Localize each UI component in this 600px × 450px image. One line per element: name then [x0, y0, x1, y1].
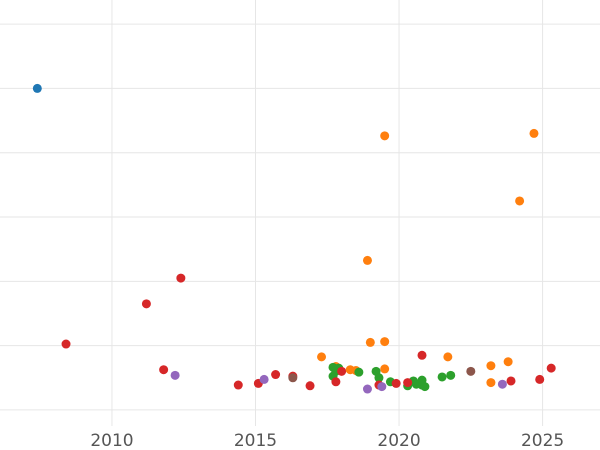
data-point-s3-1 — [141, 299, 151, 309]
data-point-s3-10 — [337, 366, 347, 376]
data-points — [32, 83, 556, 394]
data-point-s4-0 — [170, 370, 180, 380]
data-point-s3-8 — [305, 381, 315, 391]
data-point-s3-9 — [331, 377, 341, 387]
x-tick-label-2010: 2010 — [90, 431, 133, 450]
data-point-s4-4 — [497, 379, 507, 389]
data-point-s1-9 — [443, 352, 453, 362]
data-point-s4-1 — [259, 374, 269, 384]
data-point-s0-0 — [32, 83, 42, 93]
data-point-s1-4 — [362, 255, 372, 265]
data-point-s1-0 — [317, 352, 327, 362]
data-point-s1-12 — [503, 357, 513, 367]
data-point-s1-7 — [380, 337, 390, 347]
data-point-s4-2 — [362, 384, 372, 394]
data-point-s2-14 — [437, 372, 447, 382]
data-point-s1-10 — [486, 361, 496, 371]
x-tick-label-2020: 2020 — [377, 431, 420, 450]
data-point-s5-0 — [288, 373, 298, 383]
data-point-s3-3 — [176, 273, 186, 283]
data-point-s3-4 — [233, 380, 243, 390]
data-point-s3-13 — [403, 378, 413, 388]
data-point-s1-5 — [365, 337, 375, 347]
data-point-s3-2 — [159, 365, 169, 375]
vertical-gridlines — [111, 0, 544, 426]
data-point-s2-13 — [420, 382, 430, 392]
x-axis-tick-labels: 2010 2015 2020 2025 — [90, 431, 564, 450]
data-point-s1-8 — [380, 364, 390, 374]
data-point-s3-17 — [546, 363, 556, 373]
data-point-s1-6 — [380, 131, 390, 141]
data-point-s3-0 — [61, 339, 71, 349]
data-point-s1-14 — [529, 128, 539, 138]
data-point-s3-12 — [391, 378, 401, 388]
data-point-s4-3 — [377, 382, 387, 392]
data-point-s1-11 — [486, 378, 496, 388]
x-tick-label-2015: 2015 — [234, 431, 277, 450]
data-point-s3-15 — [506, 376, 516, 386]
data-point-s2-6 — [374, 373, 384, 383]
data-point-s2-15 — [446, 370, 456, 380]
data-point-s3-14 — [417, 350, 427, 360]
data-point-s3-16 — [535, 374, 545, 384]
horizontal-gridlines — [0, 23, 600, 411]
x-tick-label-2025: 2025 — [521, 431, 564, 450]
data-point-s5-1 — [466, 366, 476, 376]
data-point-s2-4 — [354, 367, 364, 377]
data-point-s1-13 — [515, 196, 525, 206]
data-point-s3-6 — [271, 370, 281, 380]
